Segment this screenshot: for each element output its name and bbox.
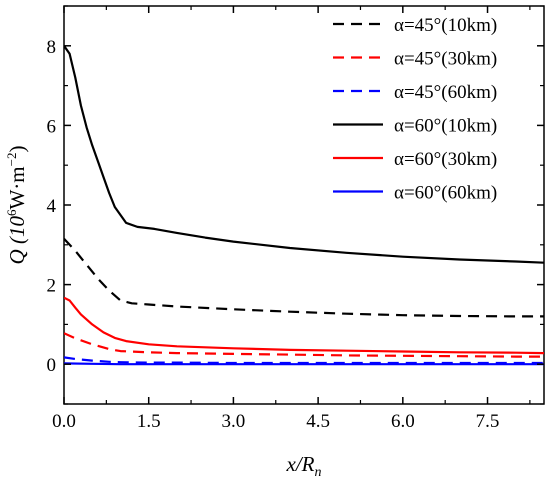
series-group: [64, 45, 544, 366]
legend-label-2: α=45°(30km): [394, 49, 497, 70]
series-line-1: [64, 238, 544, 318]
x-tick-label: 0.0: [52, 411, 76, 432]
y-tick-label: 8: [47, 37, 57, 58]
x-tick-label: 7.5: [476, 411, 500, 432]
series-line-4: [64, 45, 544, 264]
y-tick-label: 6: [47, 116, 57, 137]
y-tick-label: 2: [47, 276, 57, 297]
x-tick-label: 6.0: [391, 411, 415, 432]
y-axis-label: Q (106W·m−2): [4, 146, 29, 265]
legend-label-4: α=60°(10km): [394, 116, 497, 137]
y-axis-ticks: 0 2 4 6 8: [47, 5, 544, 405]
legend-label-5: α=60°(30km): [394, 149, 497, 170]
series-line-2: [64, 332, 544, 358]
x-tick-label: 3.0: [222, 411, 246, 432]
legend-label-3: α=45°(60km): [394, 82, 497, 103]
legend: α=45°(10km) α=45°(30km) α=45°(60km) α=60°(1…: [333, 15, 497, 204]
legend-label-1: α=45°(10km): [394, 15, 497, 36]
x-axis-ticks: 0.0 1.5 3.0 4.5 6.0 7.5: [52, 6, 531, 432]
series-line-6: [64, 362, 544, 366]
x-tick-label: 4.5: [306, 411, 330, 432]
x-axis-label: x/Rn: [286, 452, 322, 480]
y-tick-label: 4: [47, 196, 57, 217]
series-line-5: [64, 296, 544, 355]
x-tick-label: 1.5: [137, 411, 161, 432]
y-tick-label: 0: [47, 355, 57, 376]
legend-label-6: α=60°(60km): [394, 183, 497, 204]
series-line-3: [64, 356, 544, 365]
